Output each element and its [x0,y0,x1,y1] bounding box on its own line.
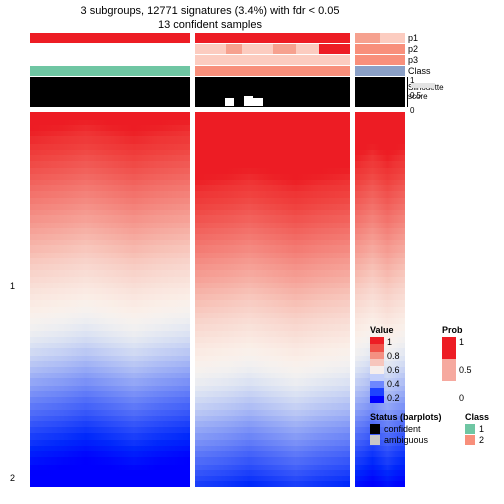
row-cluster-2: 2 [10,473,15,483]
plot-title: 3 subgroups, 12771 signatures (3.4%) wit… [30,0,390,33]
legend-value: Value10.80.60.40.2 [370,325,400,403]
title-line-2: 13 confident samples [30,18,390,32]
row-cluster-1: 1 [10,281,15,291]
silhouette-axis: 10.50 [407,77,441,107]
legend-prob: Prob10.50 [442,325,472,403]
silhouette-bars [30,77,405,107]
annotation-tracks [30,33,405,77]
legend-class: Class12 [465,412,489,446]
title-line-1: 3 subgroups, 12771 signatures (3.4%) wit… [30,4,390,18]
legend-status: Status (barplots)confidentambiguous [370,412,442,446]
